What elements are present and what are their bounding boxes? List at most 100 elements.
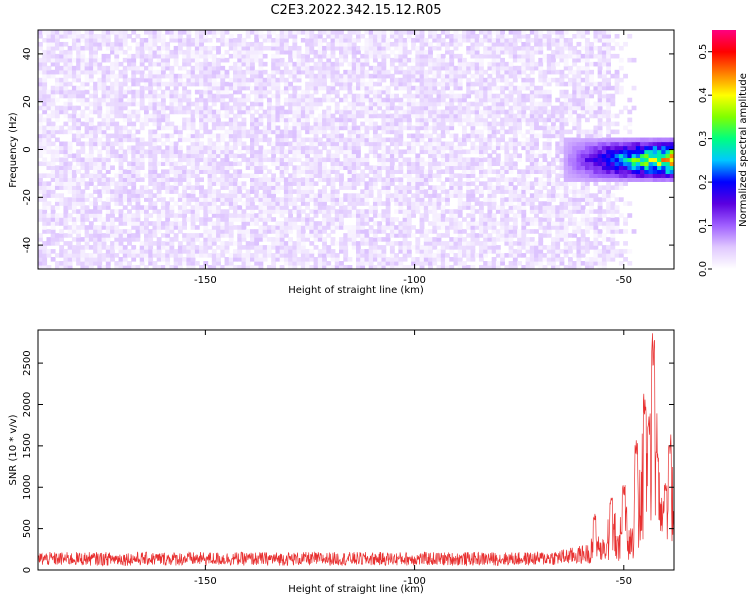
heatmap-cell [326,217,332,222]
heatmap-cell [258,169,264,174]
heatmap-cell [288,129,293,135]
heatmap-cell [478,193,484,198]
heatmap-cell [292,105,298,111]
heatmap-cell [334,133,340,139]
heatmap-cell [237,105,243,111]
heatmap-cell [381,101,387,107]
heatmap-cell [474,137,480,143]
heatmap-cell [211,241,217,246]
heatmap-cell [317,30,323,35]
heatmap-cell [440,161,446,167]
heatmap-cell [436,257,442,262]
heatmap-cell [50,97,56,103]
heatmap-cell [118,189,124,194]
heatmap-cell [296,65,302,71]
heatmap-cell [415,229,421,234]
heatmap-cell [233,157,238,163]
heatmap-cell [398,185,404,190]
heatmap-cell [38,133,43,139]
heatmap-cell [110,257,115,262]
heatmap-cell [423,41,429,47]
heatmap-cell [173,257,179,262]
heatmap-cell [233,189,238,194]
heatmap-cell [84,209,90,214]
heatmap-cell [356,45,361,51]
heatmap-cell [483,241,489,246]
heatmap-cell [364,201,370,206]
heatmap-cell [88,145,94,151]
heatmap-cell [478,209,484,214]
heatmap-cell [466,77,472,83]
heatmap-cell [305,221,310,226]
heatmap-cell [478,241,484,246]
heatmap-cell [203,113,209,119]
heatmap-cell [241,105,247,111]
heatmap-cell [351,145,357,151]
heatmap-cell [436,113,442,119]
heatmap-cell [351,229,357,234]
heatmap-cell [466,197,472,202]
heatmap-cell [156,49,162,55]
heatmap-cell [398,101,404,107]
heatmap-cell [466,109,472,115]
heatmap-cell [67,97,73,103]
heatmap-cell [351,105,357,111]
heatmap-cell [330,181,336,186]
heatmap-cell [228,105,234,111]
heatmap-cell [186,137,192,143]
heatmap-cell [135,205,141,210]
heatmap-cell [88,233,94,238]
heatmap-cell [432,157,438,163]
heatmap-cell [80,177,86,182]
heatmap-cell [283,49,289,55]
heatmap-cell [356,245,361,250]
heatmap-cell [101,253,107,258]
heatmap-cell [372,173,378,178]
heatmap-cell [173,129,179,135]
heatmap-cell [279,233,285,238]
heatmap-cell [368,137,374,143]
heatmap-cell [419,65,425,71]
heatmap-cell [190,173,196,178]
heatmap-cell [42,189,48,194]
heatmap-cell [105,113,111,119]
heatmap-cell [216,237,221,242]
heatmap-cell [190,77,196,83]
heatmap-cell [199,241,204,246]
heatmap-cell [152,101,158,107]
heatmap-cell [220,57,226,63]
heatmap-cell [305,193,310,198]
heatmap-cell [160,45,166,51]
heatmap-cell [300,30,306,35]
heatmap-cell [372,109,378,115]
heatmap-cell [190,129,196,135]
heatmap-cell [394,113,399,119]
heatmap-cell [105,161,111,167]
heatmap-cell [160,61,166,67]
heatmap-cell [88,129,94,135]
heatmap-cell [152,161,158,167]
heatmap-cell [173,105,179,111]
heatmap-cell [279,161,285,167]
heatmap-cell [118,265,124,270]
heatmap-cell [339,137,344,143]
heatmap-cell [322,93,327,99]
heatmap-cell [326,105,332,111]
heatmap-cell [254,85,260,91]
heatmap-cell [381,137,387,143]
heatmap-cell [449,53,455,59]
heatmap-cell [372,33,378,39]
heatmap-cell [194,77,200,83]
heatmap-cell [360,237,366,242]
heatmap-cell [220,157,226,163]
heatmap-cell [169,149,175,155]
heatmap-cell [97,241,103,246]
heatmap-cell [288,217,293,222]
heatmap-cell [466,37,472,43]
heatmap-cell [50,249,56,254]
heatmap-cell [220,137,226,143]
heatmap-cell [283,253,289,258]
heatmap-cell [449,117,455,123]
heatmap-cell [364,129,370,135]
heatmap-cell [351,65,357,71]
